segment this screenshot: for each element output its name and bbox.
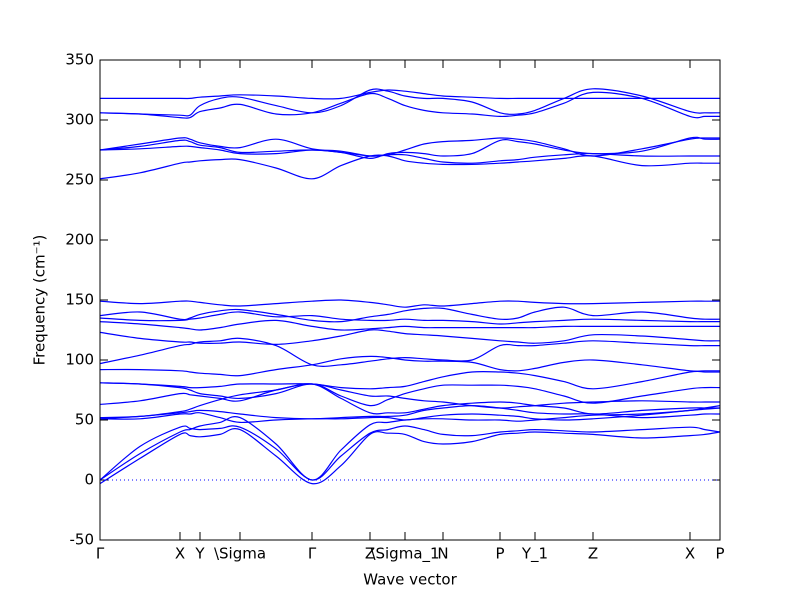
- band-line: [99, 145, 720, 164]
- y-axis-label: Frequency (cm⁻¹): [31, 235, 49, 366]
- x-tick-label: X: [175, 545, 185, 563]
- x-tick-label: Y_1: [521, 545, 548, 564]
- x-tick-label: \Sigma_1: [370, 545, 439, 564]
- band-line: [99, 88, 721, 117]
- band-line: [99, 405, 721, 481]
- band-line: [99, 89, 720, 100]
- y-tick-label: 100: [65, 351, 94, 369]
- y-tick-label: 0: [84, 471, 94, 489]
- band-line: [99, 299, 720, 308]
- band-line: [99, 383, 720, 409]
- x-axis-label: Wave vector: [363, 571, 457, 589]
- y-tick-label: 250: [65, 171, 94, 189]
- x-tick-label: X: [685, 545, 695, 563]
- band-line: [99, 329, 721, 346]
- x-tick-label: P: [715, 545, 724, 563]
- y-tick-label: 300: [65, 111, 94, 129]
- y-tick-label: 350: [65, 51, 94, 69]
- x-tick-label: Z: [365, 545, 375, 563]
- x-tick-label: \Sigma: [214, 545, 266, 563]
- y-tick-label: 150: [65, 291, 94, 309]
- band-line: [99, 154, 720, 180]
- band-line: [99, 428, 721, 485]
- band-line: [99, 355, 720, 377]
- band-line: [99, 306, 721, 323]
- x-tick-label: Y: [194, 545, 205, 563]
- y-tick-label: -50: [70, 531, 95, 549]
- band-line: [99, 404, 721, 420]
- band-line: [99, 382, 721, 407]
- plot-frame: [99, 59, 721, 541]
- x-tick-label: Z: [588, 545, 598, 563]
- x-tick-label: N: [437, 545, 448, 563]
- band-line: [99, 425, 721, 481]
- y-tick-label: 50: [75, 411, 94, 429]
- x-tick-label: P: [495, 545, 504, 563]
- band-line: [99, 311, 720, 325]
- x-tick-label: Γ: [308, 545, 317, 563]
- band-line: [99, 370, 720, 390]
- x-tick-label: Γ: [96, 545, 105, 563]
- band-line: [99, 319, 720, 331]
- band-line: [99, 337, 720, 367]
- y-tick-label: 200: [65, 231, 94, 249]
- band-line: [99, 91, 720, 119]
